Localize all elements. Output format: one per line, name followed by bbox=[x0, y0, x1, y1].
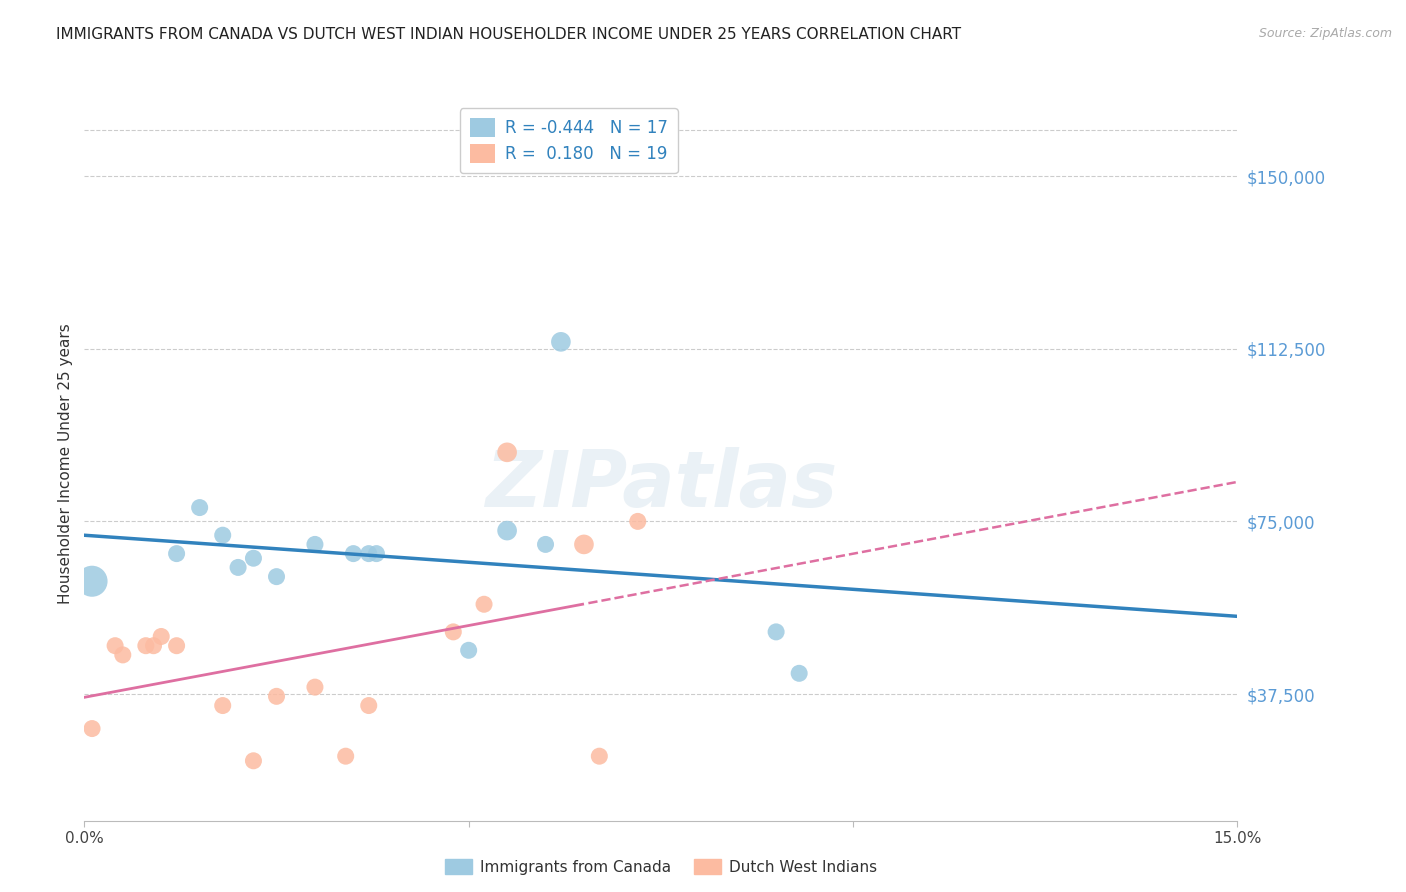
Point bbox=[242, 754, 264, 768]
Point bbox=[80, 574, 103, 589]
Point bbox=[266, 690, 288, 704]
Text: IMMIGRANTS FROM CANADA VS DUTCH WEST INDIAN HOUSEHOLDER INCOME UNDER 25 YEARS CO: IMMIGRANTS FROM CANADA VS DUTCH WEST IND… bbox=[56, 27, 962, 42]
Point bbox=[357, 698, 380, 713]
Point bbox=[572, 537, 595, 551]
Point bbox=[104, 639, 127, 653]
Text: Source: ZipAtlas.com: Source: ZipAtlas.com bbox=[1258, 27, 1392, 40]
Point bbox=[357, 547, 380, 561]
Point bbox=[80, 722, 103, 736]
Point bbox=[111, 648, 134, 662]
Point bbox=[188, 500, 211, 515]
Point bbox=[765, 624, 787, 639]
Point bbox=[211, 698, 233, 713]
Point bbox=[166, 639, 188, 653]
Point bbox=[550, 334, 572, 349]
Point bbox=[335, 749, 357, 764]
Text: ZIPatlas: ZIPatlas bbox=[485, 447, 837, 524]
Point bbox=[588, 749, 610, 764]
Point bbox=[166, 547, 188, 561]
Point bbox=[226, 560, 249, 574]
Point bbox=[534, 537, 557, 551]
Point bbox=[457, 643, 479, 657]
Point bbox=[304, 680, 326, 694]
Point bbox=[366, 547, 388, 561]
Point bbox=[787, 666, 810, 681]
Point bbox=[211, 528, 233, 542]
Point bbox=[142, 639, 165, 653]
Point bbox=[150, 630, 173, 644]
Point bbox=[496, 524, 519, 538]
Y-axis label: Householder Income Under 25 years: Householder Income Under 25 years bbox=[58, 324, 73, 604]
Point bbox=[472, 597, 495, 611]
Point bbox=[441, 624, 464, 639]
Point bbox=[135, 639, 157, 653]
Legend: Immigrants from Canada, Dutch West Indians: Immigrants from Canada, Dutch West India… bbox=[439, 853, 883, 880]
Point bbox=[496, 445, 519, 459]
Point bbox=[266, 569, 288, 583]
Point bbox=[342, 547, 364, 561]
Point bbox=[304, 537, 326, 551]
Point bbox=[627, 515, 650, 529]
Point bbox=[242, 551, 264, 566]
